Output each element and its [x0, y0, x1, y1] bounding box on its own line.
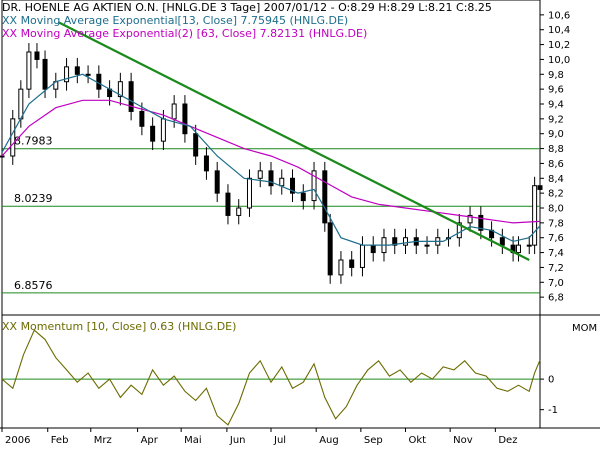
candle-body: [403, 237, 408, 246]
candle-body: [64, 66, 70, 83]
legend-ema13: XX Moving Average Exponential[13, Close]…: [2, 14, 349, 27]
candle-body: [160, 118, 166, 142]
y-tick-label: 9,6: [548, 85, 564, 96]
y-tick-label: 8,0: [548, 204, 564, 215]
y-tick-label: 7,2: [548, 263, 564, 274]
candle-body: [349, 259, 355, 268]
y-tick-label: 10,2: [548, 40, 570, 51]
x-tick-label: 2006: [5, 435, 30, 446]
x-tick-label: Mai: [184, 435, 202, 446]
candle-body: [128, 81, 134, 112]
candle-body: [203, 155, 209, 172]
candle-body: [171, 103, 177, 120]
trendline: [57, 21, 530, 261]
candle-body: [515, 244, 521, 254]
candle-body: [182, 103, 188, 135]
candle-body: [246, 177, 252, 209]
candle-body: [34, 51, 40, 60]
level-label: 8.7983: [14, 135, 53, 148]
candle-body: [467, 214, 473, 224]
y-tick-label: 10,6: [548, 10, 570, 21]
candle-body: [193, 133, 199, 157]
candle-body: [424, 244, 430, 247]
candle-body: [392, 237, 398, 246]
y-tick-label: 8,6: [548, 159, 564, 170]
x-tick-label: Jul: [273, 435, 286, 446]
candle-body: [499, 237, 505, 246]
x-tick-label: Mrz: [94, 435, 112, 446]
candle-body: [139, 110, 145, 127]
candle-body: [311, 170, 317, 202]
candle-body: [359, 244, 365, 268]
candle-body: [370, 244, 376, 254]
x-tick-label: Aug: [319, 435, 339, 446]
x-tick-label: Feb: [51, 435, 69, 446]
momentum-title: XX Momentum [10, Close] 0.63 (HNLG.DE): [2, 320, 237, 333]
candle-body: [214, 170, 220, 194]
y-tick-label: 7,4: [548, 248, 564, 259]
legend-ema63: XX Moving Average Exponential(2) [63, Cl…: [2, 27, 368, 40]
y-tick-label: 8,8: [548, 144, 564, 155]
x-tick-label: Okt: [409, 435, 427, 446]
y-tick-label: 7,0: [548, 278, 564, 289]
x-tick-label: Sep: [364, 435, 383, 446]
candle-body: [327, 222, 333, 276]
y-tick-label: 8,2: [548, 189, 564, 200]
candle-body: [10, 118, 16, 157]
candle-body: [225, 192, 231, 216]
candle-body: [236, 207, 242, 216]
candle-body: [456, 222, 462, 239]
level-label: 8.0239: [14, 192, 53, 205]
candle-body: [537, 185, 543, 190]
candle-body: [338, 259, 344, 276]
y-tick-label: 8,4: [548, 174, 564, 185]
candle-body: [26, 51, 32, 90]
x-tick-label: Jun: [229, 435, 246, 446]
candle-body: [268, 170, 274, 187]
candle-body: [322, 170, 328, 224]
candle-body: [85, 73, 91, 76]
momentum-line: [1, 329, 541, 426]
ema13-line: [1, 73, 541, 246]
momentum-axis-label: MOM: [572, 323, 597, 334]
candle-body: [478, 214, 484, 231]
y-tick-label: 9,0: [548, 129, 564, 140]
x-tick-label: Nov: [453, 435, 473, 446]
candle-body: [532, 185, 538, 246]
candle-body: [150, 125, 156, 142]
candle-body: [257, 170, 263, 179]
y-tick-label: 6,8: [548, 293, 564, 304]
level-label: 6.8576: [14, 279, 53, 292]
candle-body: [526, 244, 532, 247]
candle-body: [300, 192, 306, 202]
y-tick-label: 10,4: [548, 25, 570, 36]
momentum-tick-label: -1: [548, 405, 558, 416]
candle-body: [18, 88, 24, 120]
y-tick-label: 9,2: [548, 114, 564, 125]
candle-body: [279, 177, 285, 187]
y-tick-label: 9,4: [548, 100, 564, 111]
y-tick-label: 7,8: [548, 218, 564, 229]
candle-body: [117, 81, 123, 98]
y-tick-label: 7,6: [548, 233, 564, 244]
ema63-line: [1, 99, 541, 224]
y-tick-label: 10,0: [548, 55, 570, 66]
candle-body: [290, 177, 296, 194]
x-tick-label: Apr: [141, 435, 159, 446]
y-tick-label: 9,8: [548, 70, 564, 81]
candle-body: [42, 58, 48, 90]
x-tick-label: Dez: [498, 435, 517, 446]
chart-title: DR. HOENLE AG AKTIEN O.N. [HNLG.DE 3 Tag…: [2, 1, 492, 14]
momentum-tick-label: 0: [548, 375, 554, 386]
candle-body: [0, 155, 5, 158]
candle-body: [96, 73, 102, 90]
candle-body: [74, 66, 80, 75]
